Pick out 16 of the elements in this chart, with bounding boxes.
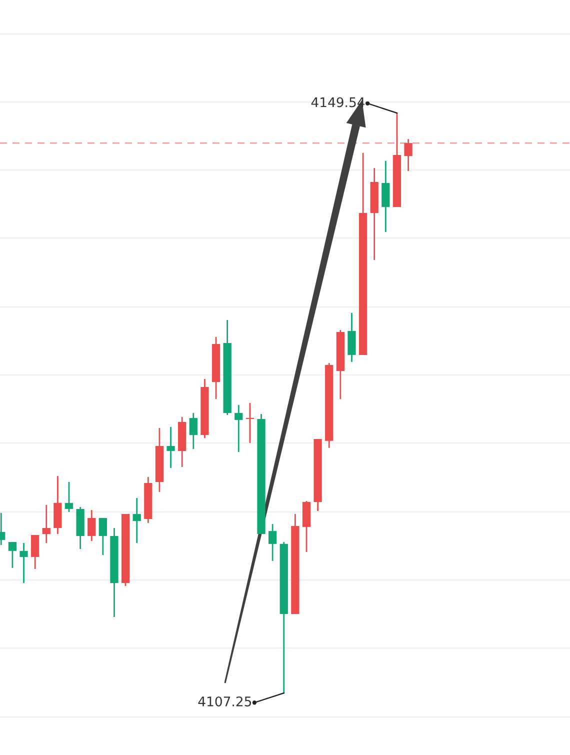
- candlestick: [132, 497, 141, 544]
- candlestick: [42, 504, 50, 544]
- candlestick: [234, 404, 243, 453]
- candlestick: [166, 426, 175, 469]
- candlestick: [98, 517, 107, 556]
- candlestick: [64, 481, 74, 513]
- candlestick: [189, 412, 198, 450]
- candlestick: [30, 534, 40, 570]
- candlestick: [88, 509, 96, 542]
- candlestick: [8, 541, 17, 569]
- candlestick: [268, 523, 277, 562]
- candlestick: [382, 160, 390, 233]
- candlestick: [20, 542, 28, 584]
- annotation: 4107.25: [198, 696, 252, 706]
- candlestick: [348, 312, 356, 363]
- candlestick: [404, 138, 412, 172]
